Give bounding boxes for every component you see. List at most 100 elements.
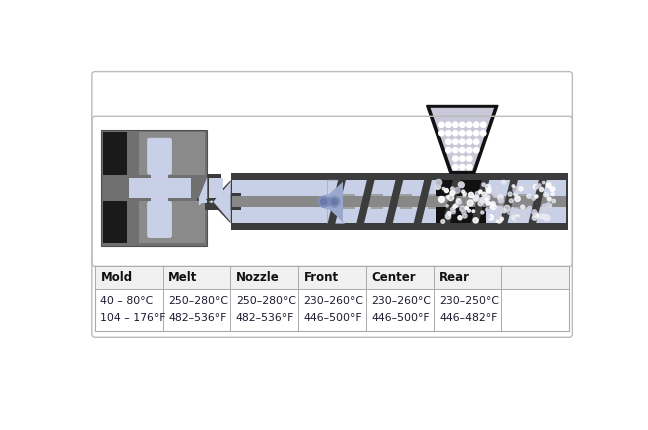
- Circle shape: [447, 212, 451, 215]
- Text: 482–536°F: 482–536°F: [236, 313, 294, 322]
- Polygon shape: [413, 179, 432, 224]
- Circle shape: [512, 185, 515, 187]
- Circle shape: [472, 210, 474, 212]
- Circle shape: [490, 203, 492, 205]
- Circle shape: [539, 214, 543, 218]
- Circle shape: [496, 217, 502, 223]
- Circle shape: [482, 192, 487, 197]
- Circle shape: [467, 122, 472, 127]
- Circle shape: [460, 206, 465, 212]
- Circle shape: [549, 181, 553, 185]
- Circle shape: [550, 187, 555, 191]
- Circle shape: [507, 209, 512, 214]
- Circle shape: [502, 181, 505, 184]
- Bar: [139, 201, 205, 243]
- Circle shape: [459, 131, 465, 136]
- Circle shape: [546, 183, 551, 187]
- Circle shape: [541, 214, 546, 218]
- Bar: [371, 194, 383, 209]
- Polygon shape: [199, 177, 207, 206]
- Bar: [231, 173, 568, 230]
- Circle shape: [331, 199, 338, 205]
- Circle shape: [446, 139, 451, 144]
- Circle shape: [459, 201, 461, 204]
- Circle shape: [474, 139, 479, 144]
- Text: Front: Front: [304, 271, 339, 284]
- Text: 230–260°C: 230–260°C: [371, 296, 432, 307]
- Bar: [457, 194, 469, 209]
- Circle shape: [446, 122, 451, 127]
- Circle shape: [459, 147, 465, 153]
- Circle shape: [542, 181, 545, 184]
- Text: Mold: Mold: [100, 271, 132, 284]
- Circle shape: [532, 215, 537, 220]
- Circle shape: [515, 218, 518, 221]
- Circle shape: [544, 193, 549, 197]
- Circle shape: [476, 191, 480, 196]
- Polygon shape: [442, 179, 461, 224]
- Text: 446–500°F: 446–500°F: [304, 313, 362, 322]
- Circle shape: [533, 185, 538, 189]
- Bar: [209, 178, 223, 198]
- Circle shape: [485, 198, 488, 201]
- Circle shape: [551, 209, 554, 212]
- Circle shape: [452, 131, 458, 136]
- Circle shape: [502, 209, 506, 213]
- Polygon shape: [500, 179, 518, 224]
- Circle shape: [452, 164, 458, 170]
- Circle shape: [456, 199, 461, 203]
- Circle shape: [513, 187, 519, 193]
- Circle shape: [455, 203, 459, 207]
- Circle shape: [454, 187, 460, 193]
- Circle shape: [474, 122, 479, 127]
- Circle shape: [497, 217, 500, 219]
- Text: 446–482°F: 446–482°F: [439, 313, 498, 322]
- Circle shape: [551, 183, 554, 186]
- Circle shape: [467, 147, 472, 153]
- Circle shape: [446, 214, 448, 216]
- Text: 446–500°F: 446–500°F: [371, 313, 430, 322]
- Circle shape: [533, 212, 538, 218]
- Circle shape: [458, 182, 464, 187]
- Circle shape: [515, 215, 520, 220]
- Polygon shape: [430, 108, 494, 171]
- Circle shape: [467, 200, 473, 206]
- Circle shape: [498, 195, 503, 200]
- Text: Melt: Melt: [168, 271, 198, 284]
- Bar: [95, 266, 569, 289]
- Circle shape: [438, 186, 441, 188]
- Circle shape: [439, 197, 445, 203]
- Bar: [436, 180, 485, 223]
- Circle shape: [439, 131, 444, 136]
- Bar: [104, 132, 127, 175]
- Circle shape: [480, 197, 485, 203]
- Circle shape: [321, 195, 335, 209]
- Polygon shape: [321, 180, 345, 223]
- Circle shape: [452, 210, 456, 214]
- Circle shape: [458, 216, 462, 220]
- Bar: [207, 174, 221, 202]
- Circle shape: [522, 209, 527, 215]
- Polygon shape: [471, 179, 489, 224]
- Circle shape: [500, 199, 503, 203]
- Circle shape: [463, 192, 467, 195]
- Circle shape: [544, 215, 550, 221]
- Circle shape: [465, 206, 469, 209]
- Circle shape: [459, 139, 465, 144]
- Circle shape: [450, 190, 455, 195]
- Bar: [428, 194, 441, 209]
- Circle shape: [538, 184, 541, 187]
- Circle shape: [467, 139, 472, 144]
- Polygon shape: [203, 180, 231, 223]
- Circle shape: [461, 190, 465, 193]
- Circle shape: [453, 205, 456, 208]
- Circle shape: [490, 209, 492, 212]
- Circle shape: [439, 122, 444, 127]
- Circle shape: [500, 217, 503, 221]
- Circle shape: [498, 206, 503, 211]
- Circle shape: [485, 195, 490, 200]
- Circle shape: [446, 214, 450, 219]
- Circle shape: [490, 204, 496, 210]
- Circle shape: [473, 218, 478, 223]
- Circle shape: [452, 156, 458, 161]
